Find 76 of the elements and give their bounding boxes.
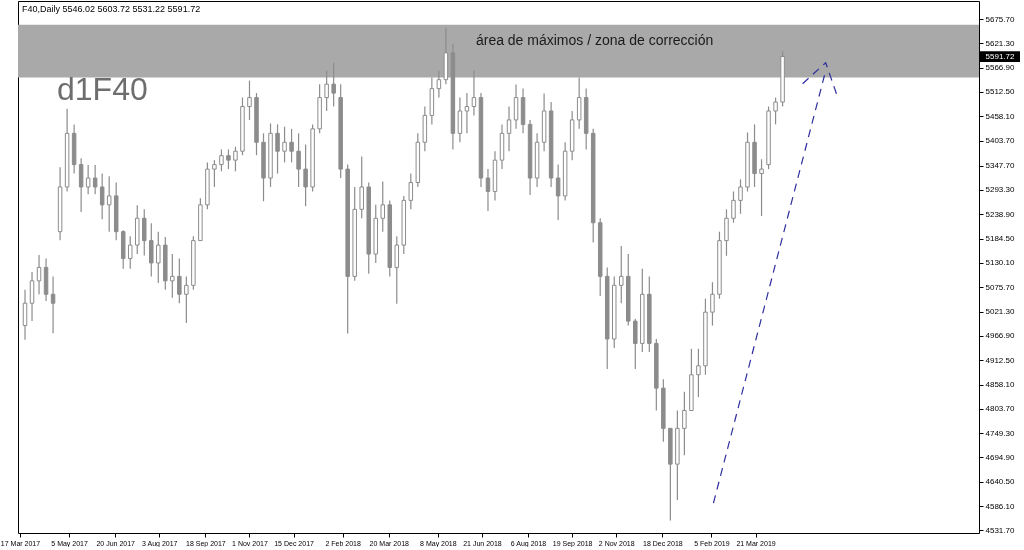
candlestick	[464, 92, 470, 134]
y-tick-label: 5130.10	[985, 258, 1015, 268]
candlestick	[555, 164, 561, 221]
candlestick	[324, 70, 329, 112]
y-tick-label: 4803.70	[985, 404, 1015, 414]
candlestick	[85, 164, 91, 195]
candlestick	[78, 157, 84, 213]
y-tick-label: 5021.30	[985, 307, 1015, 317]
candlestick	[759, 158, 764, 217]
band-label: área de máximos / zona de corrección	[475, 31, 714, 48]
candlestick	[303, 143, 308, 207]
candlestick	[457, 96, 463, 143]
candlestick	[576, 76, 582, 130]
candlestick	[485, 168, 491, 212]
candlestick	[682, 391, 687, 456]
y-tick-label: 4966.90	[985, 331, 1015, 341]
y-tick-label: 5403.70	[985, 136, 1015, 146]
candlestick	[506, 105, 512, 152]
candlestick	[233, 146, 238, 172]
candlestick	[219, 148, 224, 172]
candlestick	[226, 148, 231, 170]
y-tick-label: 4912.50	[985, 355, 1015, 365]
candlestick	[127, 235, 133, 270]
candlestick	[513, 84, 519, 130]
candlestick	[380, 181, 386, 233]
y-tick-label: 5075.70	[985, 282, 1015, 292]
candlestick	[275, 123, 280, 175]
candlestick	[773, 96, 778, 125]
y-tick-label: 5458.10	[985, 111, 1015, 121]
y-tick-label: 4858.10	[985, 380, 1015, 390]
candlestick	[184, 275, 189, 324]
y-tick-label: 4640.50	[985, 477, 1015, 487]
y-tick-label: 5184.50	[985, 234, 1015, 244]
candlestick	[92, 164, 98, 195]
candlestick	[408, 172, 414, 210]
y-tick-label: 5675.70	[985, 14, 1015, 24]
text: 5591.72	[985, 51, 1016, 61]
candlestick	[731, 190, 736, 224]
candlestick	[50, 275, 56, 334]
candlestick	[212, 159, 217, 188]
candlestick	[471, 70, 477, 117]
candlestick	[710, 281, 715, 327]
candlestick	[170, 253, 175, 299]
candlestick	[359, 155, 364, 219]
y-tick-label: 5512.50	[985, 87, 1015, 97]
candlestick	[394, 235, 400, 305]
y-tick-label: 5347.70	[985, 161, 1015, 171]
y-tick-label: 4531.70	[985, 525, 1015, 535]
candlestick	[156, 231, 161, 284]
chart-title: F40,Daily 5546.02 5603.72 5531.22 5591.72	[22, 4, 201, 14]
y-tick-label: 4749.30	[985, 428, 1015, 438]
y-tick-label: 4694.90	[985, 452, 1015, 462]
candlestick	[29, 271, 35, 322]
candlestick	[99, 172, 105, 220]
candlestick	[142, 208, 147, 256]
candlestick	[177, 257, 182, 304]
y-tick-label: 5238.90	[985, 209, 1015, 219]
candlestick	[696, 348, 701, 398]
candlestick	[331, 62, 336, 108]
candlestick	[282, 126, 287, 163]
annotation: d1F40	[57, 70, 148, 107]
candlestick	[738, 178, 743, 215]
candlestick	[289, 128, 294, 163]
candlestick	[724, 208, 729, 257]
y-tick-label: 5566.90	[985, 63, 1015, 73]
candlestick	[436, 70, 442, 99]
candlestick	[36, 254, 42, 295]
candlestick	[619, 245, 624, 304]
candlestick	[296, 132, 301, 188]
candlestick	[247, 79, 252, 121]
y-tick-label: 5621.30	[985, 38, 1015, 48]
candlestick	[149, 222, 154, 277]
y-tick-label: 4586.10	[985, 501, 1015, 511]
candlestick	[633, 318, 638, 370]
candlestick	[106, 175, 112, 233]
y-tick-label: 5293.30	[985, 185, 1015, 195]
